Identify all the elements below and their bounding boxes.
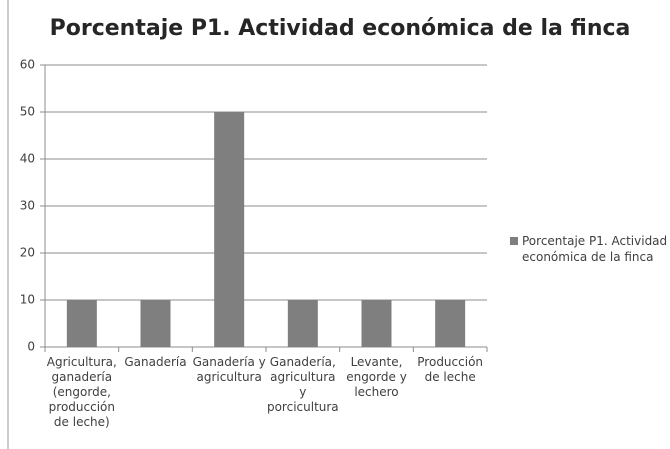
bar: [140, 300, 171, 347]
y-tick-label: 10: [20, 293, 35, 307]
x-tick-label: Agricultura, ganadería (engorde, producc…: [46, 355, 117, 429]
x-tick-label: Ganadería y agricultura: [192, 355, 266, 384]
bar: [66, 300, 97, 347]
x-tick-label: Ganadería: [124, 355, 187, 369]
y-tick-label: 20: [20, 246, 35, 260]
chart-title: Porcentaje P1. Actividad económica de la…: [49, 16, 631, 41]
bar: [214, 112, 245, 347]
y-tick-label: 60: [20, 58, 35, 72]
y-tick-label: 50: [20, 105, 35, 119]
x-tick-label: Producción de leche: [417, 355, 484, 384]
x-tick-label: Levante, engorde y lechero: [346, 355, 407, 399]
bar: [435, 300, 466, 347]
bar: [361, 300, 392, 347]
bar: [287, 300, 318, 347]
legend-label: Porcentaje P1. Actividad económica de la…: [522, 234, 668, 264]
y-tick-label: 40: [20, 152, 35, 166]
x-tick-label: Ganadería, agricultura y porcicultura: [266, 355, 339, 414]
y-tick-label: 30: [20, 199, 35, 213]
y-tick-label: 0: [27, 340, 35, 354]
legend-marker: [510, 237, 518, 245]
